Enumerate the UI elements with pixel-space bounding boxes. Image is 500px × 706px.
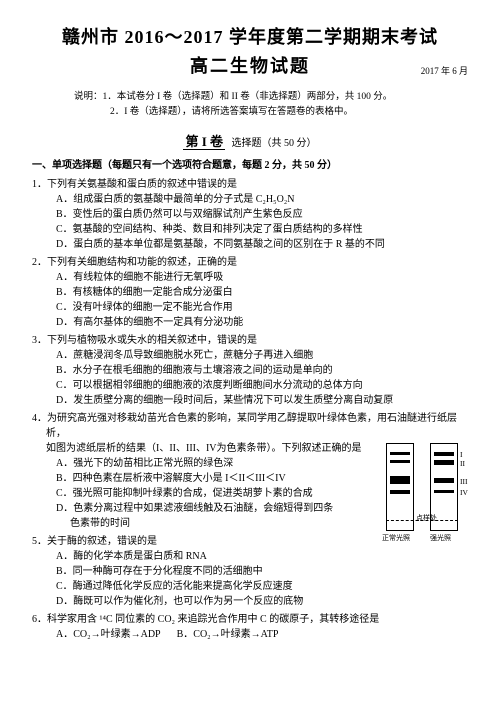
q3-opt-c: C．可以根据相邻细胞的细胞液的浓度判断细胞间水分流动的总体方向	[56, 378, 468, 393]
band-l-1	[390, 452, 410, 455]
q4-opt-a: A．强光下的幼苗相比正常光照的绿色深	[56, 456, 368, 471]
roman-2: II	[460, 460, 465, 468]
q1-stem: 1．下列有关氨基酸和蛋白质的叙述中错误的是	[32, 177, 468, 192]
band-l-3	[390, 476, 410, 484]
chromatography-diagram: I II III IV 点样处 正常光照 强光照	[380, 443, 474, 553]
band-l-4	[390, 490, 410, 494]
q4-stem: 4．为研究高光强对移栽幼苗光合色素的影响，某同学用乙醇提取叶绿体色素，用石油醚进…	[32, 411, 468, 441]
roman-1: I	[460, 451, 463, 459]
question-6: 6．科学家用含 ¹⁴C 同位素的 CO₂ 来追踪光合作用中 C 的碳原子，其转移…	[32, 612, 468, 642]
q4-opt-c: C．强光照可能抑制叶绿素的合成，促进类胡萝卜素的合成	[56, 486, 368, 501]
q5-opt-b: B．同一种酶可存在于分化程度不同的活细胞中	[56, 564, 468, 579]
origin-label: 点样处	[416, 515, 437, 522]
q2-opt-a: A．有线粒体的细胞不能进行无氧呼吸	[56, 270, 468, 285]
question-1: 1．下列有关氨基酸和蛋白质的叙述中错误的是 A．组成蛋白质的氨基酸中最简单的分子…	[32, 177, 468, 252]
q6-stem: 6．科学家用含 ¹⁴C 同位素的 CO₂ 来追踪光合作用中 C 的碳原子，其转移…	[32, 612, 468, 627]
band-l-2	[390, 460, 410, 463]
band-r-2	[434, 460, 454, 465]
q3-opt-d: D．发生质壁分离的细胞一段时间后，某些情况下可以发生质壁分离自动复原	[56, 393, 468, 408]
note-1: 说明：1．本试卷分 I 卷（选择题）和 II 卷（非选择题）两部分，共 100 …	[74, 90, 468, 105]
title-line2: 高二生物试题	[190, 53, 310, 80]
q4-opt-d2: 色素带的时间	[56, 516, 368, 531]
caption-right: 强光照	[430, 535, 451, 542]
q2-opt-b: B．有核糖体的细胞一定能合成分泌蛋白	[56, 285, 468, 300]
instructions: 说明：1．本试卷分 I 卷（选择题）和 II 卷（非选择题）两部分，共 100 …	[74, 90, 468, 120]
q1-opt-d: D．蛋白质的基本单位都是氨基酸，不同氨基酸之间的区别在于 R 基的不同	[56, 237, 468, 252]
q3-stem: 3．下列与植物吸水或失水的相关叙述中，错误的是	[32, 333, 468, 348]
question-3: 3．下列与植物吸水或失水的相关叙述中，错误的是 A．蔗糖浸润冬瓜导致细胞脱水死亡…	[32, 333, 468, 408]
roman-3: III	[460, 478, 468, 486]
roman-4: IV	[460, 489, 468, 497]
question-4: 4．为研究高光强对移栽幼苗光合色素的影响，某同学用乙醇提取叶绿体色素，用石油醚进…	[32, 411, 468, 531]
q4-opt-b: B．四种色素在层析液中溶解度大小是 I＜II＜III＜IV	[56, 471, 368, 486]
q2-opt-c: C．没有叶绿体的细胞一定不能光合作用	[56, 300, 468, 315]
title-line1: 赣州市 2016～2017 学年度第二学期期末考试	[32, 24, 468, 51]
caption-left: 正常光照	[382, 535, 410, 542]
q3-opt-b: B．水分子在根毛细胞的细胞液与土壤溶液之间的运动是单向的	[56, 363, 468, 378]
question-2: 2．下列有关细胞结构和功能的叙述，正确的是 A．有线粒体的细胞不能进行无氧呼吸 …	[32, 255, 468, 330]
note-2: 2．I 卷（选择题），请将所选答案填写在答题卷的表格中。	[74, 105, 468, 120]
q5-opt-c: C．酶通过降低化学反应的活化能来提高化学反应速度	[56, 579, 468, 594]
q6-opt-a: A．CO₂→叶绿素→ADP	[56, 627, 161, 642]
band-r-4	[434, 490, 454, 493]
band-r-3	[434, 478, 454, 483]
q6-opt-b: B．CO₂→叶绿素→ATP	[177, 627, 279, 642]
exam-date: 2017 年 6 月	[421, 65, 468, 79]
plate-normal	[386, 443, 414, 531]
title-row-2: 高二生物试题 2017 年 6 月	[32, 53, 468, 80]
q3-opt-a: A．蔗糖浸润冬瓜导致细胞脱水死亡，蔗糖分子再进入细胞	[56, 348, 468, 363]
part-1-sub: 选择题（共 50 分）	[232, 138, 317, 149]
q2-stem: 2．下列有关细胞结构和功能的叙述，正确的是	[32, 255, 468, 270]
band-r-1	[434, 452, 454, 456]
q4-opt-d: D．色素分离过程中如果滤液细线触及石油醚，会缩短得到四条	[56, 501, 368, 516]
q1-opt-a: A．组成蛋白质的氨基酸中最简单的分子式是 C₂H₅O₂N	[56, 192, 468, 207]
part-1-heading: 第 I 卷 选择题（共 50 分）	[32, 132, 468, 152]
q2-opt-d: D．有高尔基体的细胞不一定具有分泌功能	[56, 315, 468, 330]
q1-opt-b: B．变性后的蛋白质仍然可以与双缩脲试剂产生紫色反应	[56, 207, 468, 222]
q1-opt-c: C．氨基酸的空间结构、种类、数目和排列决定了蛋白质结构的多样性	[56, 222, 468, 237]
q5-opt-d: D．酶既可以作为催化剂，也可以作为另一个反应的底物	[56, 594, 468, 609]
section-a-heading: 一、单项选择题（每题只有一个选项符合题意，每题 2 分，共 50 分）	[32, 158, 468, 173]
part-1-label: 第 I 卷	[183, 134, 225, 150]
